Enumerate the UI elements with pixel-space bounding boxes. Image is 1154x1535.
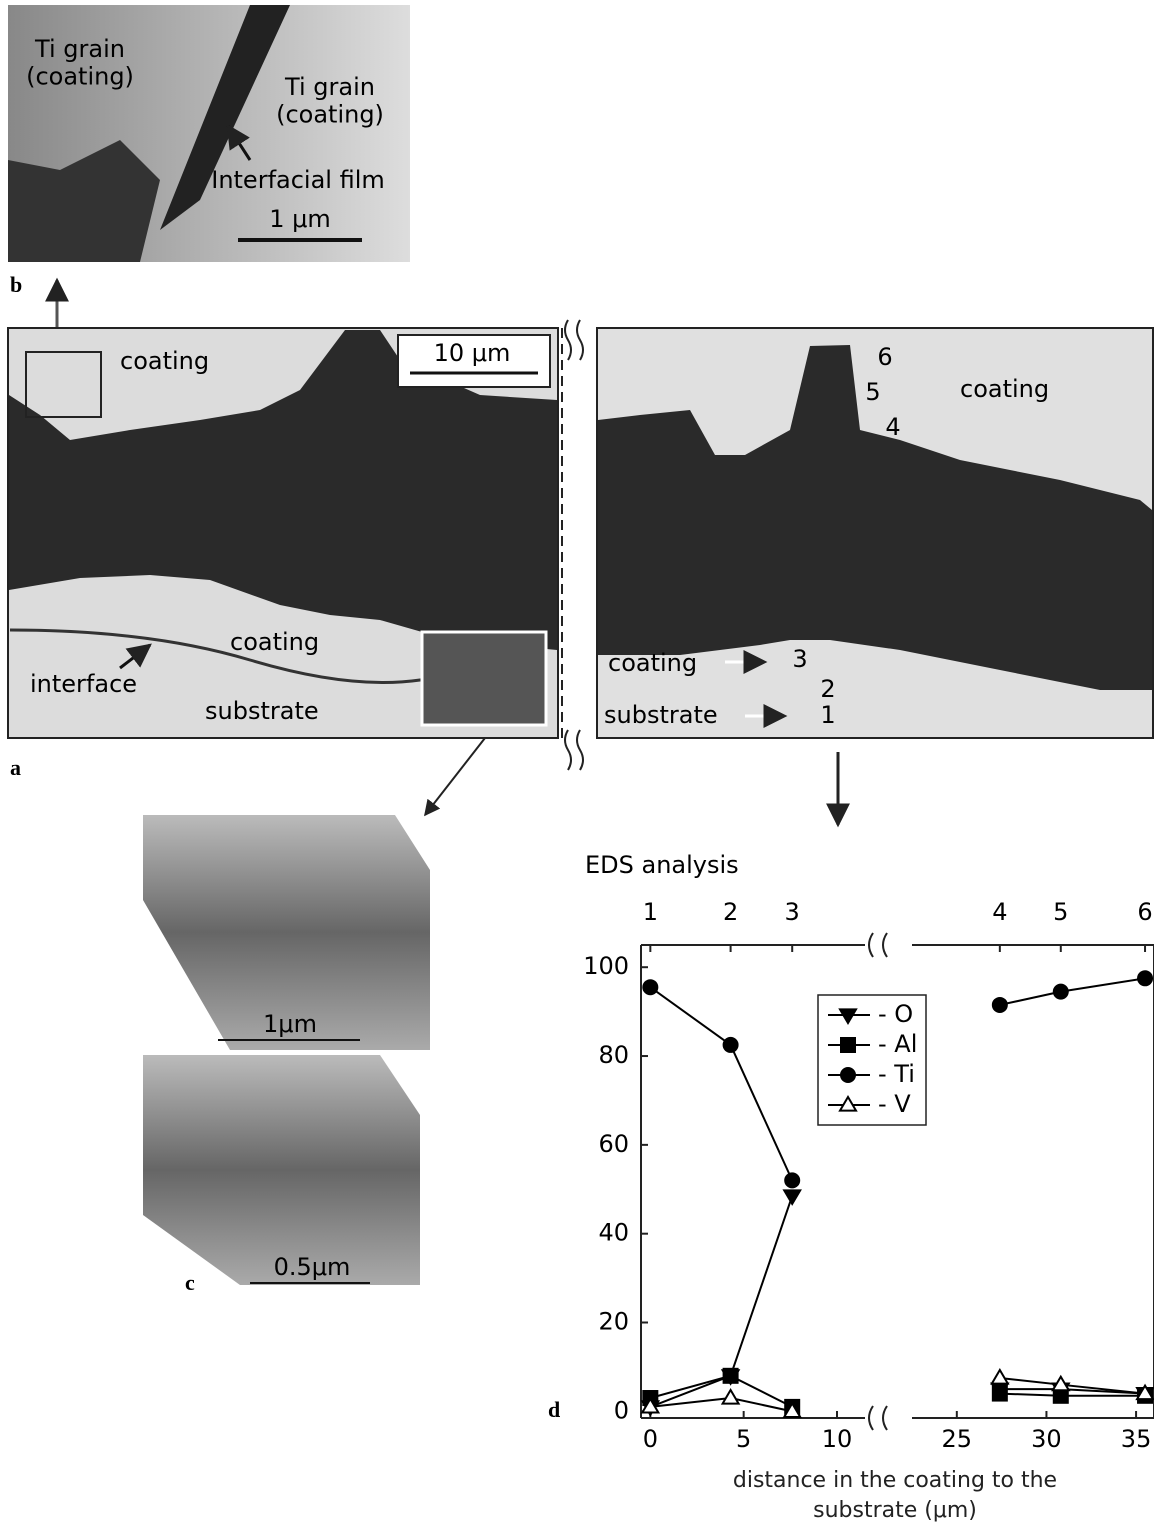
y-tick-label: 80 [598, 1041, 629, 1069]
label: coating [120, 347, 209, 375]
axis-break [869, 1406, 887, 1430]
data-point [992, 997, 1008, 1013]
label: interface [30, 670, 137, 698]
panel-a-left: 10 μm coating coating interface substrat… [8, 328, 558, 738]
data-point [1137, 970, 1153, 986]
legend-marker [840, 1067, 856, 1083]
panel-letter: d [548, 1397, 560, 1422]
panel-letter: c [185, 1270, 195, 1295]
panel-letter: b [10, 272, 22, 297]
data-point [1053, 984, 1069, 1000]
series-line [1000, 1378, 1145, 1394]
top-tick-label: 5 [1053, 898, 1068, 926]
label: coating [960, 375, 1049, 403]
scale-label: 1μm [263, 1010, 317, 1038]
data-point [723, 1368, 739, 1384]
x-tick-label: 10 [822, 1425, 853, 1453]
series-line [650, 1398, 792, 1411]
chart: EDS analysis 0 20 40 60 80 100 0 5 10 25 30 35 1 2 3 4 5 6… [583, 851, 1154, 1453]
top-tick-label: 4 [992, 898, 1007, 926]
x-tick-label: 0 [643, 1425, 658, 1453]
label: Ti grain(coating) [26, 35, 134, 91]
legend-label: - V [878, 1090, 911, 1118]
y-tick-label: 60 [598, 1130, 629, 1158]
series-line [650, 987, 792, 1180]
label: coating [608, 649, 697, 677]
data-point [642, 979, 658, 995]
panel-c: 1μm 0.5μm [143, 815, 430, 1285]
top-tick-label: 2 [723, 898, 738, 926]
series-line [1000, 1394, 1145, 1396]
x-tick-label: 35 [1121, 1425, 1152, 1453]
data-point [784, 1172, 800, 1188]
data-point [992, 1386, 1008, 1402]
data-point [723, 1390, 739, 1404]
label: substrate [205, 697, 319, 725]
label: Ti grain(coating) [276, 73, 384, 129]
y-tick-label: 40 [598, 1219, 629, 1247]
label: substrate [604, 701, 718, 729]
panel-a-right: coating coating substrate 123 45 6 [597, 328, 1153, 738]
scale-label: 1 μm [269, 205, 331, 233]
point-label: 3 [792, 645, 807, 673]
scale-label: 10 μm [434, 339, 511, 367]
series-line [1000, 978, 1145, 1005]
point-label: 1 [820, 701, 835, 729]
figure-canvas: Ti grain(coating) Ti grain(coating) Inte… [0, 0, 1154, 1535]
figure: Ti grain(coating) Ti grain(coating) Inte… [0, 0, 1154, 1535]
y-tick-label: 0 [614, 1396, 629, 1424]
label: coating [230, 628, 319, 656]
point-label: 5 [865, 378, 880, 406]
top-tick-label: 1 [643, 898, 658, 926]
axis-break [869, 933, 887, 957]
y-tick-label: 100 [583, 952, 629, 980]
top-tick-label: 3 [785, 898, 800, 926]
legend-label: - Al [878, 1030, 917, 1058]
series-line [650, 1196, 792, 1407]
legend-marker [840, 1037, 856, 1053]
x-tick-label: 25 [942, 1425, 973, 1453]
y-tick-label: 20 [598, 1308, 629, 1336]
legend-label: - O [878, 1000, 913, 1028]
panel-letter: a [10, 755, 21, 780]
legend-label: - Ti [878, 1060, 915, 1088]
data-point [723, 1037, 739, 1053]
point-label: 2 [820, 675, 835, 703]
point-label: 4 [885, 413, 900, 441]
label: Interfacial film [211, 166, 385, 194]
chart-title: EDS analysis [585, 851, 739, 879]
x-tick-label: 5 [736, 1425, 751, 1453]
data-point [992, 1370, 1008, 1384]
x-tick-label: 30 [1031, 1425, 1062, 1453]
x-axis-label: distance in the coating to the substrate… [690, 1466, 1100, 1526]
point-label: 6 [877, 343, 892, 371]
top-tick-label: 6 [1137, 898, 1152, 926]
scale-label: 0.5μm [274, 1253, 351, 1281]
data-point [784, 1190, 800, 1204]
panel-b: Ti grain(coating) Ti grain(coating) Inte… [8, 5, 410, 262]
